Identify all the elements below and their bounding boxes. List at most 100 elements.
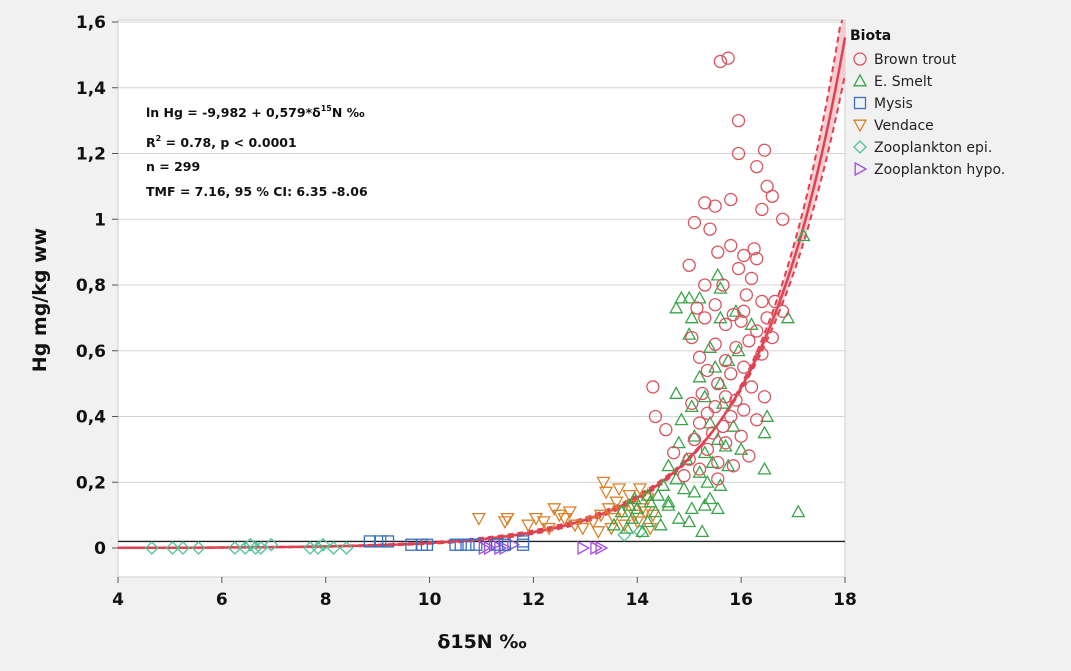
legend-title: Biota (850, 28, 891, 44)
data-point (557, 512, 572, 526)
x-tick-label: 18 (833, 590, 857, 610)
data-point (521, 519, 536, 533)
data-point (757, 425, 772, 439)
data-point (718, 353, 733, 368)
data-point (682, 290, 697, 304)
series-zooplankton-epi (144, 524, 647, 555)
data-point (765, 330, 779, 345)
x-tick-label: 16 (729, 590, 753, 610)
data-points (144, 51, 811, 556)
data-point (760, 311, 774, 325)
data-point (682, 452, 696, 466)
y-tick-label: 0,8 (76, 276, 106, 296)
x-tick-label: 14 (625, 590, 649, 610)
y-tick-label: 1,4 (76, 79, 106, 99)
data-point (739, 288, 753, 302)
x-tick-label: 4 (112, 590, 124, 610)
data-point (692, 465, 707, 478)
data-point (755, 347, 769, 361)
data-point (716, 419, 730, 434)
legend-label: Zooplankton epi. (874, 140, 992, 156)
data-point (640, 493, 655, 507)
data-point (595, 540, 609, 556)
data-point (614, 504, 629, 518)
data-point (711, 455, 725, 470)
data-point (791, 504, 806, 518)
data-point (609, 496, 624, 510)
data-point (606, 512, 622, 526)
legend-label: Zooplankton hypo. (874, 162, 1005, 178)
data-point (671, 511, 686, 524)
data-point (757, 461, 772, 475)
x-axis-title: δ15N ‰ (437, 631, 526, 653)
data-point (724, 192, 738, 207)
data-point (596, 476, 611, 490)
data-point (516, 535, 530, 548)
data-point (708, 399, 722, 414)
data-point (755, 202, 769, 217)
data-point (705, 426, 720, 440)
data-point (420, 538, 434, 551)
data-point (175, 541, 190, 555)
equation-text: ln Hg = -9,982 + 0,579*δ15N ‰ (146, 104, 365, 120)
data-point (737, 304, 751, 318)
plot-area (117, 19, 846, 578)
data-point (721, 51, 735, 65)
data-point (648, 409, 663, 424)
data-point (729, 393, 743, 407)
y-axis-title: Hg mg/kg ww (29, 228, 51, 372)
data-point (744, 271, 759, 286)
data-point (611, 483, 627, 497)
data-point (724, 367, 738, 381)
data-point (471, 512, 487, 526)
data-point (796, 228, 811, 242)
data-point (700, 406, 715, 420)
data-point (630, 516, 645, 530)
legend-marker (853, 52, 867, 66)
data-point (700, 474, 715, 488)
legend-label: Vendace (874, 118, 934, 134)
legend-marker (853, 96, 867, 110)
data-point (606, 517, 622, 531)
data-point (144, 541, 159, 555)
legend-marker (853, 140, 867, 154)
data-point (536, 516, 551, 530)
data-point (490, 538, 504, 551)
data-point (316, 537, 331, 552)
data-point (702, 491, 718, 505)
data-point (737, 248, 751, 263)
data-point (661, 458, 676, 472)
data-point (619, 520, 635, 534)
data-point (702, 340, 718, 353)
legend-label: Brown trout (874, 52, 957, 68)
data-point (687, 215, 702, 230)
data-point (687, 484, 702, 498)
data-point (776, 304, 790, 318)
data-point (381, 535, 395, 548)
data-point (541, 522, 557, 536)
data-point (711, 245, 725, 259)
data-point (653, 517, 668, 531)
data-point (598, 486, 614, 500)
data-point (734, 429, 748, 443)
data-point (692, 369, 707, 383)
data-point (692, 416, 707, 430)
data-point (454, 538, 467, 551)
tmf-text: TMF = 7.16, 95 % CI: 6.35 -8.06 (146, 184, 368, 199)
y-tick-label: 0,4 (76, 408, 106, 428)
data-point (575, 522, 590, 536)
data-point (750, 159, 764, 174)
data-point (700, 363, 715, 378)
data-point (692, 350, 707, 364)
data-point (552, 509, 567, 523)
data-point (326, 541, 341, 555)
data-point (666, 446, 681, 460)
data-point (703, 222, 717, 236)
y-tick-label: 1 (94, 210, 106, 230)
data-point (374, 535, 387, 548)
data-point (737, 360, 751, 374)
data-point (661, 494, 676, 508)
legend-marker (854, 161, 868, 177)
data-point (635, 503, 650, 516)
data-point (708, 337, 722, 351)
